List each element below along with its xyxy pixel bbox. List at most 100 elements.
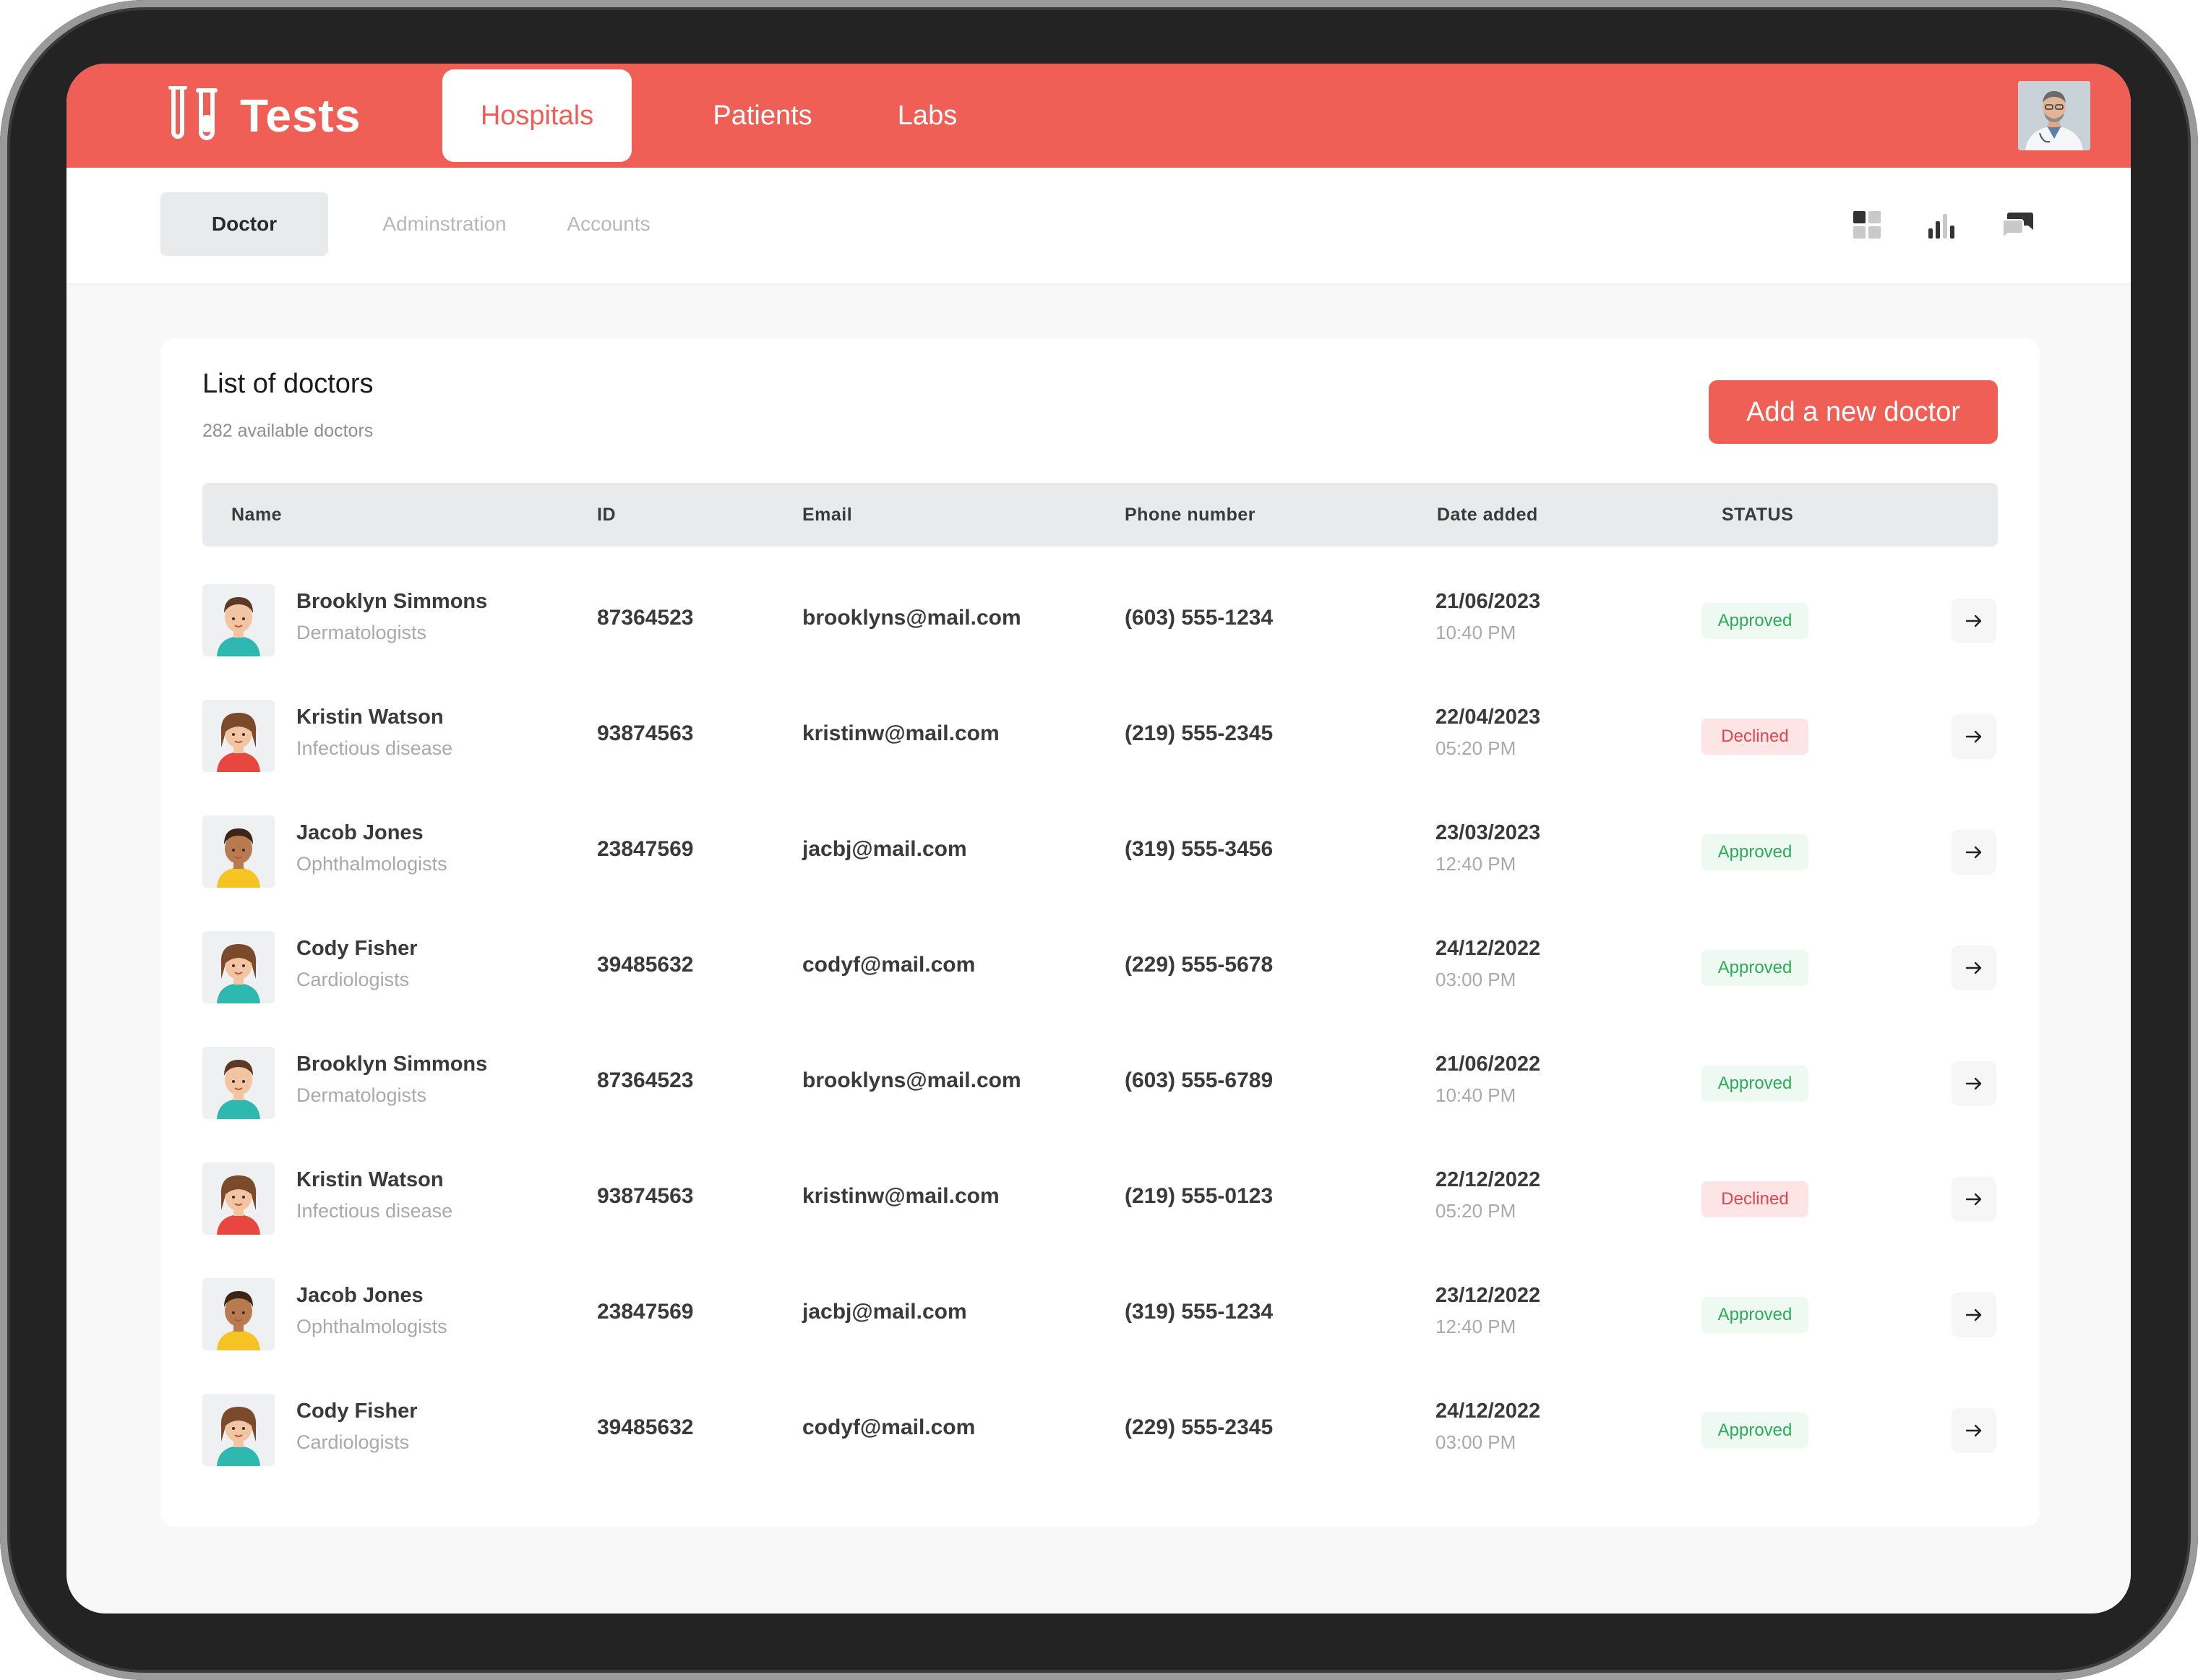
doctor-specialty: Infectious disease: [296, 737, 453, 759]
doctor-id: 93874563: [597, 1184, 694, 1208]
table-row[interactable]: Brooklyn Simmons Dermatologists 87364523…: [202, 562, 1998, 678]
row-open-button[interactable]: [1952, 830, 1996, 875]
table-row[interactable]: Jacob Jones Ophthalmologists 23847569 ja…: [202, 794, 1998, 909]
doctor-phone: (603) 555-6789: [1125, 1068, 1274, 1092]
column-header-name[interactable]: Name: [231, 504, 283, 525]
doctor-phone: (219) 555-2345: [1125, 721, 1274, 745]
person-avatar-icon: [202, 1394, 275, 1466]
doctor-id: 87364523: [597, 606, 694, 630]
row-open-button[interactable]: [1952, 714, 1996, 759]
date-added: 22/04/2023: [1435, 706, 1541, 729]
doctor-avatar: [202, 1162, 275, 1235]
status-badge: Approved: [1701, 603, 1808, 639]
brand-name: Tests: [240, 90, 361, 142]
doctor-name: Cody Fisher: [296, 1400, 418, 1423]
doctor-name: Jacob Jones: [296, 821, 424, 844]
subtab-doctor[interactable]: Doctor: [160, 192, 328, 256]
column-header-phone[interactable]: Phone number: [1125, 504, 1256, 525]
person-avatar-icon: [202, 931, 275, 1003]
list-title: List of doctors: [202, 369, 374, 399]
doctor-email: codyf@mail.com: [802, 1415, 976, 1439]
doctor-avatar: [202, 1278, 275, 1350]
row-open-button[interactable]: [1952, 599, 1996, 643]
person-avatar-icon: [202, 1162, 275, 1235]
status-badge: Approved: [1701, 1297, 1808, 1333]
table-header: Name ID Email Phone number Date added ST…: [202, 483, 1998, 547]
doctor-name: Kristin Watson: [296, 1168, 444, 1191]
status-badge: Approved: [1701, 950, 1808, 986]
arrow-right-icon: [1965, 1308, 1982, 1321]
subtab-adminstration[interactable]: Adminstration: [382, 213, 507, 235]
doctor-phone: (319) 555-1234: [1125, 1300, 1274, 1324]
doctor-name: Brooklyn Simmons: [296, 590, 488, 613]
doctor-specialty: Ophthalmologists: [296, 853, 447, 875]
doctor-specialty: Ophthalmologists: [296, 1316, 447, 1337]
table-row[interactable]: Cody Fisher Cardiologists 39485632 codyf…: [202, 909, 1998, 1025]
doctor-phone: (603) 555-1234: [1125, 606, 1274, 630]
user-avatar[interactable]: [2018, 81, 2090, 150]
chat-icon[interactable]: [1996, 204, 2038, 246]
row-open-button[interactable]: [1952, 946, 1996, 990]
nav-tab-patients[interactable]: Patients: [713, 100, 812, 131]
arrow-right-icon: [1965, 614, 1982, 627]
doctors-card: List of doctors 282 available doctors Ad…: [160, 338, 2040, 1527]
date-added: 23/12/2022: [1435, 1284, 1541, 1307]
bar-chart-icon[interactable]: [1921, 204, 1963, 246]
time-added: 10:40 PM: [1435, 622, 1516, 643]
date-added: 22/12/2022: [1435, 1168, 1541, 1191]
doctor-id: 39485632: [597, 953, 694, 977]
doctor-email: brooklyns@mail.com: [802, 1068, 1021, 1092]
arrow-right-icon: [1965, 730, 1982, 743]
date-added: 21/06/2023: [1435, 590, 1541, 613]
doctor-email: kristinw@mail.com: [802, 721, 1000, 745]
table-row[interactable]: Kristin Watson Infectious disease 938745…: [202, 1141, 1998, 1256]
doctor-email: codyf@mail.com: [802, 953, 976, 977]
add-doctor-button[interactable]: Add a new doctor: [1709, 380, 1998, 444]
sub-navbar: Doctor Adminstration Accounts: [66, 168, 2131, 285]
doctor-name: Brooklyn Simmons: [296, 1053, 488, 1076]
doctor-name: Kristin Watson: [296, 706, 444, 729]
grid-icon[interactable]: [1846, 204, 1888, 246]
screen: Tests Hospitals Patients Labs: [66, 64, 2131, 1613]
date-added: 24/12/2022: [1435, 937, 1541, 960]
table-row[interactable]: Jacob Jones Ophthalmologists 23847569 ja…: [202, 1256, 1998, 1372]
time-added: 10:40 PM: [1435, 1084, 1516, 1106]
doctor-email: jacbj@mail.com: [802, 837, 967, 861]
doctor-id: 23847569: [597, 837, 694, 861]
subtab-accounts[interactable]: Accounts: [567, 213, 651, 235]
time-added: 12:40 PM: [1435, 853, 1516, 875]
column-header-status[interactable]: STATUS: [1722, 504, 1794, 525]
date-added: 24/12/2022: [1435, 1400, 1541, 1423]
nav-tab-hospitals[interactable]: Hospitals: [442, 69, 632, 162]
row-open-button[interactable]: [1952, 1177, 1996, 1222]
column-header-date[interactable]: Date added: [1437, 504, 1538, 525]
column-header-email[interactable]: Email: [802, 504, 853, 525]
doctor-name: Jacob Jones: [296, 1284, 424, 1307]
time-added: 12:40 PM: [1435, 1316, 1516, 1337]
doctor-email: jacbj@mail.com: [802, 1300, 967, 1324]
row-open-button[interactable]: [1952, 1061, 1996, 1106]
row-open-button[interactable]: [1952, 1408, 1996, 1453]
table-row[interactable]: Cody Fisher Cardiologists 39485632 codyf…: [202, 1372, 1998, 1488]
person-avatar-icon: [202, 1047, 275, 1119]
time-added: 05:20 PM: [1435, 737, 1516, 759]
table-row[interactable]: Kristin Watson Infectious disease 938745…: [202, 678, 1998, 794]
table-row[interactable]: Brooklyn Simmons Dermatologists 87364523…: [202, 1025, 1998, 1141]
person-avatar-icon: [202, 815, 275, 888]
arrow-right-icon: [1965, 1193, 1982, 1206]
status-badge: Approved: [1701, 1066, 1808, 1102]
doctor-id: 87364523: [597, 1068, 694, 1092]
doctor-id: 93874563: [597, 721, 694, 745]
nav-tab-labs[interactable]: Labs: [897, 100, 958, 131]
doctor-phone: (319) 555-3456: [1125, 837, 1274, 861]
brand[interactable]: Tests: [168, 84, 361, 147]
doctor-avatar: [202, 1047, 275, 1119]
row-open-button[interactable]: [1952, 1293, 1996, 1337]
person-avatar-icon: [202, 700, 275, 772]
doctor-specialty: Dermatologists: [296, 622, 427, 643]
doctor-specialty: Cardiologists: [296, 969, 410, 990]
time-added: 03:00 PM: [1435, 1431, 1516, 1453]
column-header-id[interactable]: ID: [597, 504, 616, 525]
status-badge: Declined: [1701, 1181, 1808, 1217]
